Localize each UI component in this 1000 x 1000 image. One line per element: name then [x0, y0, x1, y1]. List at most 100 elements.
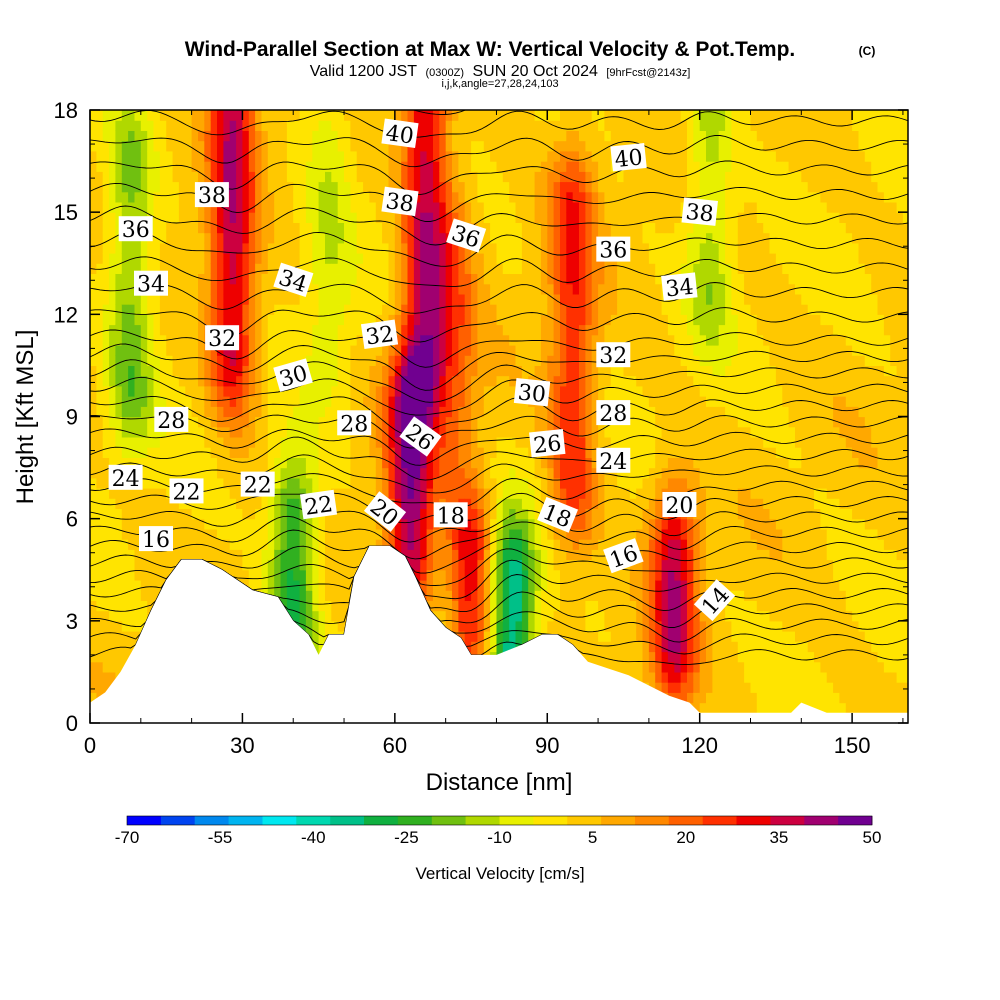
velocity-cell — [242, 528, 250, 540]
velocity-cell — [610, 477, 618, 489]
velocity-cell — [547, 293, 555, 305]
velocity-cell — [286, 600, 294, 612]
velocity-cell — [210, 539, 218, 550]
velocity-cell — [198, 375, 205, 387]
velocity-cell — [178, 161, 186, 172]
velocity-cell — [509, 161, 517, 172]
velocity-cell — [191, 528, 199, 540]
velocity-cell — [236, 488, 244, 499]
valid-date: SUN 20 Oct 2024 — [472, 63, 598, 80]
velocity-cell — [90, 549, 97, 561]
velocity-cell — [369, 518, 377, 530]
velocity-cell — [464, 580, 472, 591]
velocity-cell — [236, 518, 244, 530]
velocity-cell — [445, 610, 453, 622]
velocity-cell — [229, 396, 237, 407]
velocity-cell — [102, 212, 110, 223]
velocity-cell — [217, 416, 224, 428]
velocity-cell — [534, 477, 542, 489]
velocity-cell — [109, 110, 117, 121]
velocity-cell — [191, 273, 199, 285]
velocity-cell — [509, 416, 517, 428]
velocity-cell — [140, 293, 148, 305]
velocity-cell — [134, 396, 142, 407]
velocity-cell — [445, 120, 453, 131]
velocity-cell — [502, 334, 510, 346]
velocity-cell — [134, 263, 142, 274]
velocity-cell — [540, 528, 548, 540]
velocity-cell — [439, 416, 447, 428]
velocity-cell — [96, 140, 104, 152]
velocity-cell — [236, 498, 244, 509]
velocity-cell — [242, 110, 250, 121]
velocity-cell — [299, 253, 307, 264]
velocity-cell — [115, 355, 123, 366]
velocity-cell — [521, 171, 529, 183]
velocity-cell — [210, 283, 218, 295]
velocity-cell — [236, 253, 244, 264]
velocity-cell — [274, 549, 282, 561]
velocity-cell — [325, 150, 332, 162]
velocity-cell — [464, 528, 472, 540]
velocity-cell — [598, 641, 606, 653]
velocity-cell — [528, 304, 536, 315]
velocity-cell — [191, 426, 199, 438]
velocity-cell — [375, 201, 383, 213]
velocity-cell — [90, 355, 97, 366]
velocity-cell — [458, 293, 466, 305]
velocity-cell — [528, 232, 536, 244]
velocity-cell — [286, 518, 294, 530]
velocity-cell — [534, 620, 542, 632]
velocity-cell — [229, 416, 237, 428]
velocity-cell — [248, 191, 256, 203]
velocity-cell — [223, 345, 231, 356]
velocity-cell — [382, 406, 390, 418]
velocity-cell — [325, 232, 332, 244]
velocity-cell — [439, 161, 447, 172]
velocity-cell — [147, 559, 155, 571]
velocity-cell — [337, 314, 345, 326]
velocity-cell — [445, 620, 453, 632]
velocity-cell — [299, 110, 307, 121]
velocity-cell — [172, 304, 180, 315]
velocity-cell — [223, 355, 231, 366]
velocity-cell — [109, 304, 117, 315]
velocity-cell — [274, 539, 282, 550]
velocity-cell — [426, 508, 434, 520]
velocity-cell — [115, 293, 123, 305]
velocity-cell — [439, 150, 447, 162]
velocity-cell — [102, 304, 110, 315]
velocity-cell — [109, 651, 117, 663]
velocity-cell — [229, 569, 237, 581]
velocity-cell — [598, 283, 606, 295]
velocity-cell — [147, 396, 155, 407]
velocity-cell — [566, 355, 574, 366]
velocity-cell — [433, 314, 440, 326]
velocity-cell — [560, 273, 567, 285]
velocity-cell — [280, 130, 288, 142]
velocity-cell — [204, 150, 212, 162]
velocity-cell — [159, 518, 167, 530]
velocity-cell — [267, 222, 275, 234]
velocity-cell — [610, 293, 618, 305]
velocity-cell — [439, 232, 447, 244]
velocity-cell — [109, 253, 117, 264]
velocity-cell — [439, 293, 447, 305]
velocity-cell — [540, 273, 548, 285]
velocity-cell — [350, 396, 358, 407]
velocity-cell — [90, 651, 97, 663]
velocity-cell — [102, 498, 110, 509]
velocity-cell — [274, 528, 282, 540]
velocity-cell — [502, 539, 510, 550]
velocity-cell — [115, 457, 123, 469]
velocity-cell — [185, 334, 193, 346]
velocity-cell — [591, 355, 599, 366]
velocity-cell — [420, 304, 428, 315]
velocity-cell — [598, 161, 606, 172]
velocity-cell — [420, 488, 428, 499]
velocity-cell — [553, 150, 561, 162]
velocity-cell — [312, 610, 320, 622]
velocity-cell — [115, 661, 123, 673]
velocity-cell — [560, 620, 567, 632]
velocity-cell — [191, 518, 199, 530]
